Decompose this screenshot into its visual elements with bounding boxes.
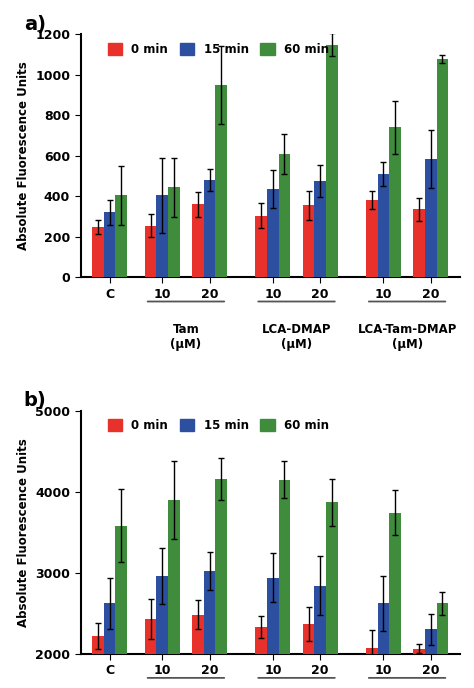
Legend: 0 min, 15 min, 60 min: 0 min, 15 min, 60 min xyxy=(105,41,331,58)
Bar xyxy=(279,480,290,688)
Bar xyxy=(279,154,290,277)
Text: LCA-DMAP
(μM): LCA-DMAP (μM) xyxy=(262,323,331,352)
Bar xyxy=(378,603,389,688)
Bar xyxy=(215,479,227,688)
Bar xyxy=(215,85,227,277)
Bar xyxy=(192,204,204,277)
Bar xyxy=(303,206,314,277)
Bar xyxy=(156,195,168,277)
Bar xyxy=(413,209,425,277)
Bar xyxy=(425,630,437,688)
Bar xyxy=(366,200,378,277)
Y-axis label: Absolute Fluorescence Units: Absolute Fluorescence Units xyxy=(17,438,29,627)
Bar xyxy=(204,180,215,277)
Bar xyxy=(366,647,378,688)
Bar xyxy=(267,577,279,688)
Bar xyxy=(145,619,156,688)
Bar xyxy=(314,181,326,277)
Text: a): a) xyxy=(24,15,46,34)
Bar xyxy=(192,615,204,688)
Y-axis label: Absolute Fluorescence Units: Absolute Fluorescence Units xyxy=(17,61,29,250)
Bar xyxy=(303,625,314,688)
Text: Tam
(μM): Tam (μM) xyxy=(170,323,201,352)
Legend: 0 min, 15 min, 60 min: 0 min, 15 min, 60 min xyxy=(105,417,331,434)
Bar xyxy=(115,195,127,277)
Bar xyxy=(389,513,401,688)
Bar xyxy=(255,627,267,688)
Bar xyxy=(104,603,115,688)
Bar xyxy=(156,576,168,688)
Bar xyxy=(326,45,337,277)
Bar xyxy=(255,215,267,277)
Bar xyxy=(145,226,156,277)
Bar xyxy=(92,226,104,277)
Bar xyxy=(425,159,437,277)
Bar xyxy=(437,603,448,688)
Bar xyxy=(168,187,180,277)
Text: b): b) xyxy=(24,391,46,410)
Text: LCA-Tam-DMAP
(μM): LCA-Tam-DMAP (μM) xyxy=(357,323,457,352)
Bar xyxy=(413,649,425,688)
Bar xyxy=(204,571,215,688)
Bar xyxy=(168,499,180,688)
Bar xyxy=(389,127,401,277)
Bar xyxy=(104,213,115,277)
Bar xyxy=(92,636,104,688)
Bar xyxy=(115,526,127,688)
Bar xyxy=(378,174,389,277)
Bar xyxy=(314,585,326,688)
Bar xyxy=(437,58,448,277)
Bar xyxy=(326,502,337,688)
Bar xyxy=(267,189,279,277)
